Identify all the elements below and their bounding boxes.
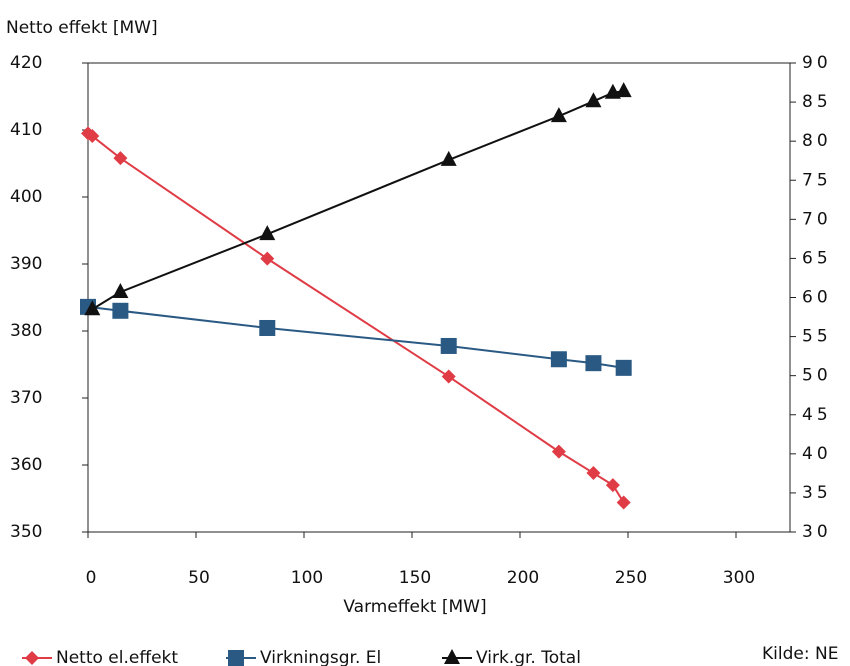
data-point bbox=[84, 300, 101, 316]
legend-label: Netto el.effekt bbox=[56, 648, 178, 666]
y-tick-label: 390 bbox=[10, 254, 42, 274]
data-point bbox=[259, 319, 276, 336]
data-point bbox=[550, 351, 567, 368]
y2-tick-label: 70 bbox=[802, 209, 832, 229]
data-point bbox=[112, 302, 129, 319]
y-tick-label: 410 bbox=[10, 120, 42, 140]
legend-marker bbox=[25, 651, 39, 665]
x-axis-title: Varmeffekt [MW] bbox=[343, 597, 486, 617]
y2-tick-label: 30 bbox=[802, 522, 832, 542]
data-point bbox=[585, 355, 602, 372]
data-point bbox=[551, 444, 566, 459]
data-point bbox=[259, 225, 276, 241]
y2-tick-label: 40 bbox=[802, 444, 832, 464]
y-tick-label: 380 bbox=[10, 321, 42, 341]
x-tick-label: 300 bbox=[723, 568, 755, 588]
x-tick-label: 0 bbox=[86, 568, 97, 588]
y2-tick-label: 35 bbox=[802, 483, 832, 503]
data-point bbox=[550, 107, 567, 123]
data-point bbox=[586, 466, 601, 481]
y-tick-label: 350 bbox=[10, 522, 42, 542]
y2-tick-label: 45 bbox=[802, 405, 832, 425]
x-tick-label: 50 bbox=[188, 568, 210, 588]
y2-tick-label: 60 bbox=[802, 288, 832, 308]
data-point bbox=[112, 283, 129, 299]
y2-tick-label: 50 bbox=[802, 366, 832, 386]
y-axis-title: Netto effekt [MW] bbox=[6, 18, 158, 38]
y-tick-label: 400 bbox=[10, 187, 42, 207]
y2-tick-label: 65 bbox=[802, 248, 832, 268]
x-tick-label: 150 bbox=[399, 568, 431, 588]
y2-tick-label: 75 bbox=[802, 170, 832, 190]
y2-tick-label: 80 bbox=[802, 131, 832, 151]
y-tick-label: 370 bbox=[10, 388, 42, 408]
legend-label: Virkningsgr. El bbox=[260, 648, 381, 666]
y2-tick-label: 55 bbox=[802, 327, 832, 347]
x-tick-label: 200 bbox=[507, 568, 539, 588]
legend-label: Virk.gr. Total bbox=[476, 648, 581, 666]
data-point bbox=[440, 150, 457, 166]
legend-marker bbox=[444, 649, 460, 664]
legend-marker bbox=[228, 650, 244, 666]
y-tick-label: 420 bbox=[10, 53, 42, 73]
data-point bbox=[616, 495, 631, 510]
data-point bbox=[441, 369, 456, 384]
x-tick-label: 250 bbox=[615, 568, 647, 588]
data-point bbox=[85, 129, 100, 144]
y2-tick-label: 90 bbox=[802, 53, 832, 73]
series-line bbox=[87, 132, 625, 504]
data-point bbox=[615, 359, 632, 376]
y2-tick-label: 85 bbox=[802, 92, 832, 112]
x-tick-label: 100 bbox=[291, 568, 323, 588]
data-point bbox=[585, 92, 602, 108]
data-point bbox=[113, 151, 128, 166]
source: Kilde: NE bbox=[762, 644, 838, 664]
y-tick-label: 360 bbox=[10, 455, 42, 475]
plot-frame bbox=[87, 62, 791, 533]
data-point bbox=[440, 337, 457, 354]
data-point bbox=[605, 478, 620, 493]
data-point bbox=[260, 251, 275, 266]
data-point bbox=[615, 82, 632, 98]
series-line bbox=[91, 90, 624, 311]
